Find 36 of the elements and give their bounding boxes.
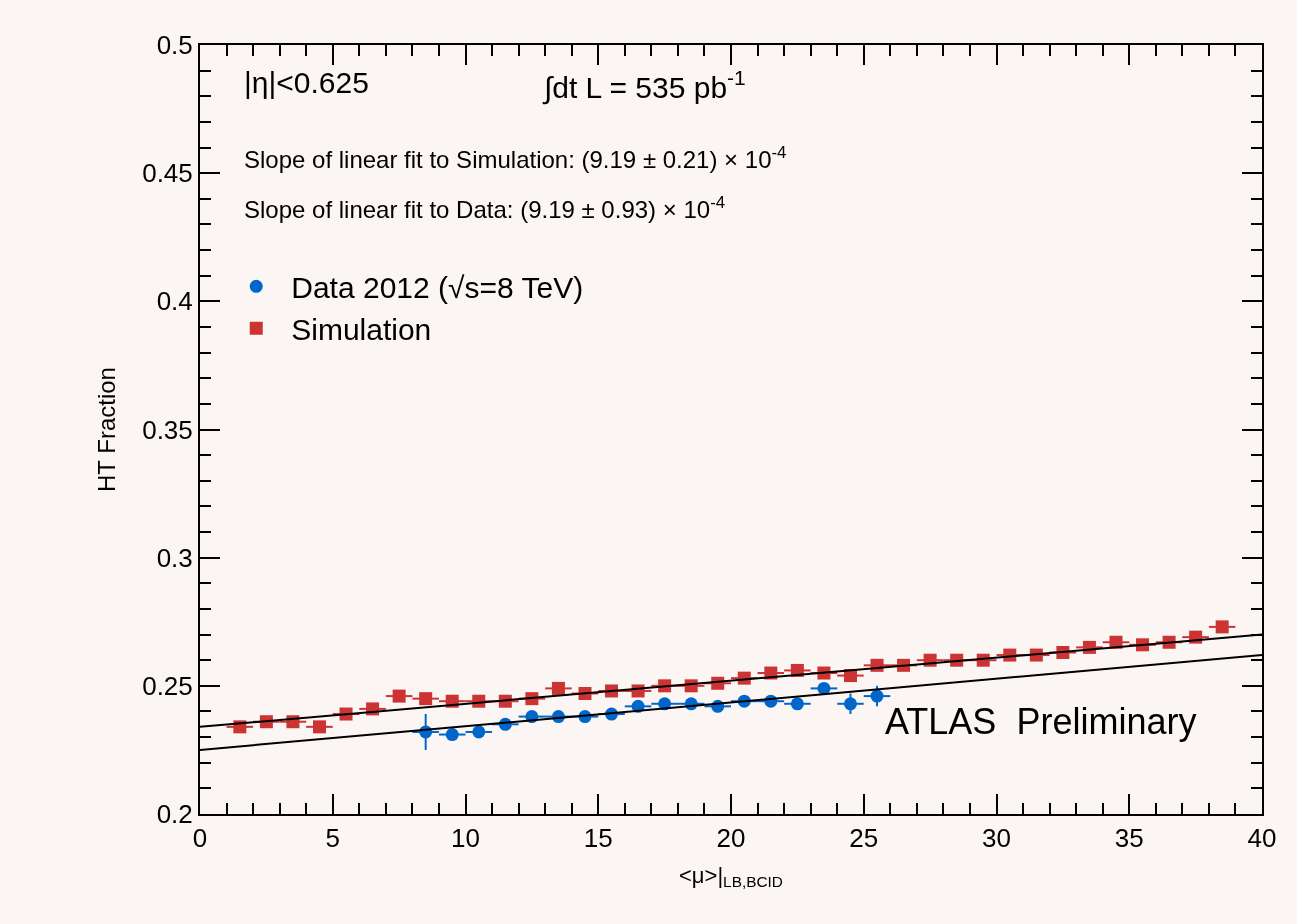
point [551, 681, 565, 695]
annotation: ATLAS Preliminary [885, 701, 1197, 742]
point [392, 689, 406, 703]
x-tick-label: 5 [325, 823, 340, 854]
y-axis-title: HT Fraction [92, 367, 120, 492]
y-tick-label: 0.25 [142, 670, 193, 701]
annotation: Slope of linear fit to Simulation: (9.19 ± 0.21) × 10$^{-4}$ [244, 143, 787, 174]
y-tick-label: 0.3 [156, 542, 193, 573]
legend-label: Simulation [291, 313, 432, 347]
y-tick-label: 0.4 [156, 286, 193, 317]
point [870, 689, 884, 703]
x-tick-label: 20 [716, 823, 746, 854]
x-tick-label: 35 [1114, 823, 1144, 854]
x-tick-label: 0 [192, 823, 208, 854]
y-tick-label: 0.35 [142, 414, 193, 445]
point [419, 692, 433, 706]
x-tick-label: 30 [982, 823, 1011, 854]
y-tick-label: 0.2 [156, 799, 193, 830]
legend-label: Data 2012 (√s=8 TeV) [291, 271, 584, 305]
point [843, 697, 857, 711]
x-axis-title: <μ>|$_{LB,BCID}$ [679, 862, 783, 891]
annotation: |η|<0.625 [244, 66, 369, 99]
point [1215, 620, 1229, 634]
annotation: Slope of linear fit to Data: (9.19 ± 0.93) × 10$^{-4}$ [244, 193, 726, 224]
point [312, 720, 326, 734]
point [790, 697, 804, 711]
x-tick-label: 15 [583, 823, 613, 854]
point [445, 728, 459, 742]
point [817, 681, 831, 695]
y-tick-label: 0.45 [142, 158, 193, 189]
x-tick-label: 40 [1247, 823, 1277, 854]
y-tick-label: 0.5 [156, 30, 193, 61]
point [472, 725, 486, 739]
x-tick-label: 25 [849, 823, 879, 854]
annotation: ∫dt L = 535 pb$^{-1}$ [542, 66, 746, 105]
x-tick-label: 10 [451, 823, 480, 854]
